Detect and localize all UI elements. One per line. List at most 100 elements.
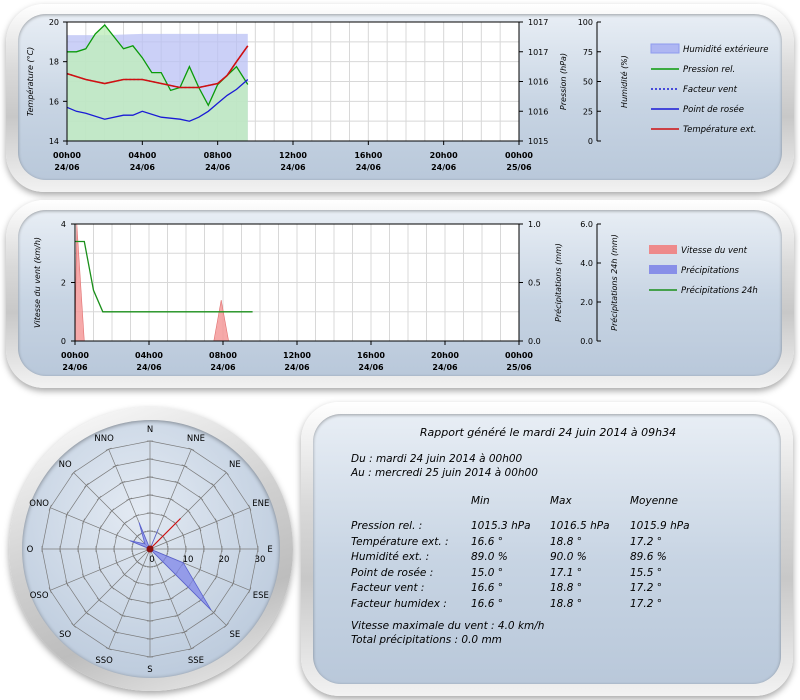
rose-direction-label: SSE bbox=[188, 656, 204, 666]
rose-tick bbox=[48, 587, 52, 594]
rose-tick bbox=[160, 580, 167, 584]
report: Rapport généré le mardi 24 juin 2014 à 0… bbox=[318, 417, 778, 682]
x-tick-date: 24/06 bbox=[356, 163, 382, 172]
rose-direction-label: SSO bbox=[95, 656, 113, 666]
rose-tick bbox=[98, 566, 102, 573]
y-tick-label: 0 bbox=[61, 337, 66, 346]
x-tick-time: 12h00 bbox=[283, 351, 311, 360]
rose-tick bbox=[133, 514, 140, 518]
report-from: Du : mardi 24 juin 2014 à 00h00 bbox=[351, 453, 523, 465]
rose-direction-label: N bbox=[147, 425, 153, 435]
rose-tick bbox=[112, 464, 119, 468]
rain24-tick-label: 4.0 bbox=[580, 259, 593, 268]
rose-tick bbox=[211, 482, 217, 488]
rose-tick bbox=[122, 572, 127, 577]
pressure-tick-label: 1017 bbox=[528, 18, 548, 27]
rose-direction-label: NO bbox=[59, 460, 72, 470]
x-tick-time: 16h00 bbox=[354, 151, 382, 160]
rose-tick bbox=[167, 597, 174, 601]
rose-tick bbox=[211, 610, 217, 616]
x-tick-time: 08h00 bbox=[204, 151, 232, 160]
x-tick-time: 04h00 bbox=[128, 151, 156, 160]
rose-tick bbox=[109, 508, 115, 514]
report-row-max: 90.0 % bbox=[550, 551, 587, 563]
report-title: Rapport généré le mardi 24 juin 2014 à 0… bbox=[419, 426, 677, 439]
rose-tick bbox=[71, 470, 77, 476]
x-tick-time: 04h00 bbox=[135, 351, 163, 360]
rose-tick bbox=[198, 566, 202, 573]
x-tick-time: 00h00 bbox=[61, 351, 89, 360]
report-row-max: 18.8 ° bbox=[550, 535, 582, 548]
report-row-avg: 17.2 ° bbox=[630, 535, 662, 548]
report-row-max: 17.1 ° bbox=[550, 566, 582, 579]
rose-tick bbox=[82, 573, 85, 580]
rose-direction-label: ESE bbox=[253, 591, 269, 601]
report-header-min: Min bbox=[471, 495, 490, 507]
x-tick-time: 08h00 bbox=[209, 351, 237, 360]
report-row-label: Facteur vent : bbox=[351, 582, 425, 594]
y-tick-label: 20 bbox=[49, 18, 59, 27]
rose-tick bbox=[96, 495, 102, 501]
x-tick-date: 24/06 bbox=[62, 363, 88, 372]
humidity-tick-label: 0 bbox=[588, 137, 593, 146]
rose-tick bbox=[134, 559, 140, 565]
rose-tick bbox=[71, 622, 77, 628]
y-tick-label: 16 bbox=[49, 97, 59, 106]
report-row-min: 89.0 % bbox=[471, 551, 508, 563]
humidity-tick-label: 100 bbox=[578, 18, 593, 27]
report-row-label: Point de rosée : bbox=[351, 566, 434, 579]
report-row-avg: 17.2 ° bbox=[630, 582, 662, 594]
rose-tick bbox=[223, 622, 229, 628]
rose-tick bbox=[248, 504, 252, 511]
legend-label: Précipitations bbox=[681, 265, 739, 276]
rose-tick bbox=[65, 511, 69, 518]
pressure-tick-label: 1016 bbox=[528, 107, 548, 116]
x-tick-date: 24/06 bbox=[431, 163, 457, 172]
rose-direction-label: NNO bbox=[94, 434, 114, 444]
legend-swatch bbox=[649, 245, 677, 254]
rose-tick bbox=[134, 533, 140, 539]
rose-tick bbox=[115, 559, 119, 566]
legend-label: Facteur vent bbox=[683, 85, 738, 95]
rose-direction-label: NNE bbox=[187, 434, 205, 444]
rose-direction-label: SE bbox=[229, 630, 240, 640]
x-tick-date: 24/06 bbox=[130, 163, 156, 172]
rose-tick bbox=[96, 597, 102, 603]
rain-24h-line bbox=[75, 240, 253, 313]
legend-label: Vitesse du vent bbox=[681, 246, 748, 256]
x-tick-time: 20h00 bbox=[430, 151, 458, 160]
x-tick-date: 24/06 bbox=[284, 363, 310, 372]
x-tick-date: 24/06 bbox=[54, 163, 80, 172]
rose-direction-label: O bbox=[27, 545, 34, 555]
rose-tick bbox=[188, 447, 195, 451]
legend-label: Pression rel. bbox=[683, 65, 735, 75]
rose-tick bbox=[119, 614, 126, 617]
rose-radial-label: 20 bbox=[219, 555, 230, 565]
legend-swatch bbox=[650, 43, 680, 54]
y-tick-label: 2 bbox=[61, 279, 66, 288]
rose-tick bbox=[119, 481, 126, 484]
rose-tick bbox=[131, 552, 135, 559]
x-tick-time: 16h00 bbox=[357, 351, 385, 360]
report-row-label: Température ext. : bbox=[351, 535, 449, 548]
rose-tick bbox=[109, 584, 115, 590]
pressure-axis-title: Pression (hPa) bbox=[559, 53, 568, 110]
report-row-max: 1016.5 hPa bbox=[550, 520, 610, 532]
rose-tick bbox=[167, 497, 174, 501]
report-row-avg: 17.2 ° bbox=[630, 597, 662, 610]
rose-radial-label: 30 bbox=[255, 555, 266, 565]
x-tick-date: 24/06 bbox=[358, 363, 384, 372]
rose-tick bbox=[83, 610, 89, 616]
rose-tick bbox=[223, 470, 229, 476]
series-pression-rel- bbox=[67, 24, 249, 107]
wind-rain-chart: 0 2 4 Vitesse du vent (km/h) 0.0 0.5 1.0 Précip… bbox=[33, 220, 758, 372]
rose-tick bbox=[181, 464, 188, 468]
x-tick-time: 12h00 bbox=[279, 151, 307, 160]
rose-tick bbox=[160, 514, 167, 518]
x-tick-date: 25/06 bbox=[506, 163, 532, 172]
report-row-max: 18.8 ° bbox=[550, 597, 582, 610]
rose-tick bbox=[140, 564, 147, 568]
rose-direction-label: SO bbox=[59, 630, 71, 640]
rose-tick bbox=[231, 511, 235, 518]
y-tick-label: 18 bbox=[49, 58, 59, 67]
